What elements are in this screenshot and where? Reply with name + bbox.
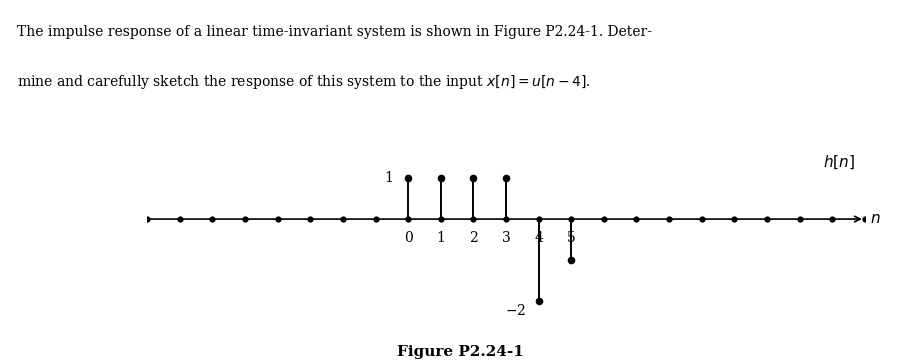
Text: 0: 0 bbox=[403, 231, 412, 245]
Text: $h[n]$: $h[n]$ bbox=[823, 154, 854, 171]
Text: The impulse response of a linear time-invariant system is shown in Figure P2.24-: The impulse response of a linear time-in… bbox=[17, 25, 651, 40]
Text: $-$2: $-$2 bbox=[504, 303, 525, 318]
Text: 1: 1 bbox=[436, 231, 445, 245]
Text: 4: 4 bbox=[534, 231, 542, 245]
Text: 5: 5 bbox=[566, 231, 575, 245]
Text: 2: 2 bbox=[469, 231, 477, 245]
Text: $n$: $n$ bbox=[868, 212, 879, 226]
Text: 1: 1 bbox=[384, 171, 393, 185]
Text: mine and carefully sketch the response of this system to the input $x[n] = u[n -: mine and carefully sketch the response o… bbox=[17, 73, 590, 91]
Text: Figure P2.24-1: Figure P2.24-1 bbox=[396, 345, 523, 359]
Text: 3: 3 bbox=[501, 231, 510, 245]
